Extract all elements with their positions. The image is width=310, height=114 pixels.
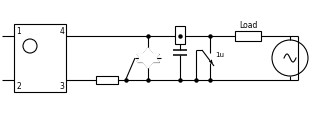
Bar [175, 27, 185, 45]
Polygon shape [137, 54, 159, 68]
Bar [14, 25, 66, 92]
Text: 4: 4 [59, 27, 64, 36]
Bar [235, 32, 261, 42]
Text: Load: Load [239, 21, 257, 30]
Bar [96, 76, 118, 84]
Text: 1u: 1u [215, 52, 224, 57]
Polygon shape [137, 49, 159, 62]
Text: 3: 3 [59, 81, 64, 90]
Text: 2: 2 [16, 81, 21, 90]
Text: 1: 1 [16, 27, 21, 36]
